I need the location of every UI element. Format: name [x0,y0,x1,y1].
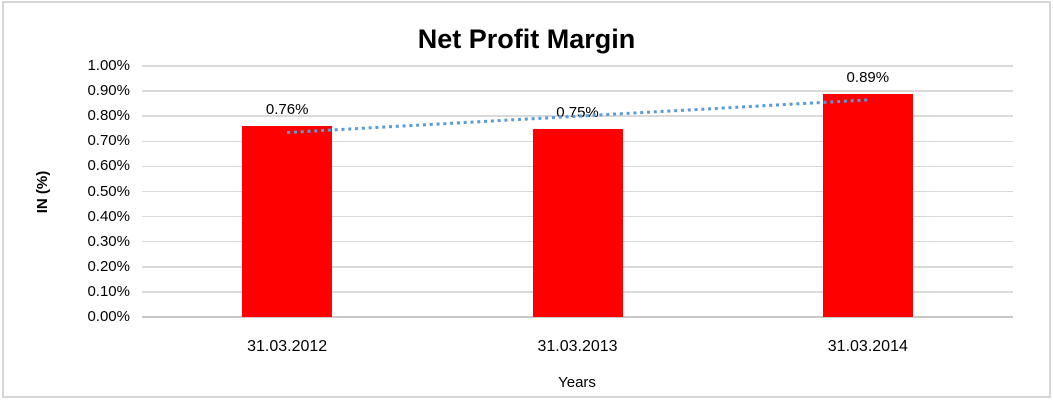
y-tick-label: 0.70% [87,132,130,150]
y-tick-label: 0.60% [87,157,130,175]
y-tick-label: 0.80% [87,107,130,125]
y-tick-label: 0.10% [87,282,130,300]
y-axis-title: IN (%) [34,170,51,214]
gridline [142,90,1013,92]
bar [242,126,333,317]
y-tick-label: 0.20% [87,257,130,275]
y-tick-label: 0.30% [87,232,130,250]
bar-data-label: 0.75% [556,103,599,121]
chart-title: Net Profit Margin [417,24,636,54]
y-tick-label: 0.00% [87,308,130,325]
y-tick-label: 1.00% [87,57,130,74]
y-tick-label: 0.40% [87,207,130,225]
x-axis-title: Years [558,374,596,391]
gridline [142,65,1013,67]
y-tick-label: 0.50% [87,182,130,200]
x-category-label: 31.03.2013 [537,338,618,355]
bar [822,93,913,317]
y-tick-label: 0.90% [87,82,130,100]
bar-data-label: 0.76% [265,101,309,119]
bar-data-label: 0.89% [846,68,890,86]
bar [532,128,623,317]
x-category-label: 31.03.2012 [247,338,328,355]
gridline [142,316,1013,318]
x-category-label: 31.03.2014 [827,338,908,355]
